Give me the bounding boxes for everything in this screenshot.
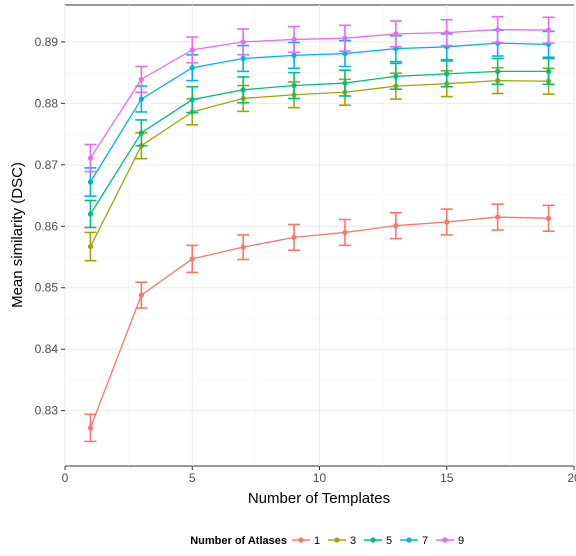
x-axis-title: Number of Templates (248, 490, 390, 507)
series-layer (84, 15, 555, 443)
y-tick-label: 0.87 (35, 158, 59, 172)
data-point (342, 229, 348, 236)
legend-item-5: 5 (364, 535, 392, 547)
data-point (240, 55, 246, 62)
data-point (291, 36, 297, 43)
data-point (291, 234, 297, 240)
data-point (87, 179, 94, 185)
series-9 (84, 15, 555, 173)
data-point (393, 223, 399, 229)
data-point (444, 30, 450, 36)
y-tick-label: 0.88 (35, 96, 59, 110)
legend-label: 7 (422, 535, 428, 547)
legend-key-point (370, 537, 376, 543)
legend-key-point (442, 537, 448, 543)
series-line (89, 79, 549, 247)
y-tick-label: 0.84 (35, 342, 59, 356)
data-point (495, 68, 501, 74)
data-point (138, 130, 144, 136)
data-point (342, 80, 348, 86)
series-5 (84, 57, 555, 229)
y-tick-label: 0.86 (35, 219, 59, 233)
data-point (495, 26, 501, 33)
x-axis: 0 5 10 15 20 (62, 466, 576, 485)
data-point (545, 27, 552, 33)
data-point (240, 39, 246, 45)
legend-label: 9 (458, 535, 464, 547)
legend-key-point (298, 537, 304, 543)
data-point (240, 87, 246, 93)
data-point (138, 96, 144, 102)
y-tick-label: 0.85 (35, 281, 59, 295)
legend-item-9: 9 (436, 535, 464, 547)
data-point (291, 82, 297, 89)
series-1 (84, 203, 555, 443)
data-point (291, 52, 297, 59)
x-tick-label: 5 (189, 471, 196, 485)
data-point (444, 219, 450, 225)
series-line (89, 28, 549, 159)
data-point (393, 73, 399, 79)
data-point (138, 76, 144, 82)
data-point (342, 35, 348, 41)
data-point (545, 68, 552, 74)
legend-title: Number of Atlases (190, 535, 287, 547)
data-point (444, 71, 450, 77)
legend-item-7: 7 (400, 535, 428, 547)
data-point (87, 243, 94, 250)
data-point (189, 256, 195, 262)
data-point (189, 97, 195, 103)
data-point (87, 425, 94, 431)
legend-key-point (334, 537, 340, 543)
legend-label: 5 (386, 535, 392, 547)
data-point (240, 244, 246, 250)
data-point (87, 155, 94, 161)
data-point (393, 31, 399, 37)
x-tick-label: 20 (567, 471, 576, 485)
data-point (87, 211, 94, 217)
x-tick-label: 15 (440, 471, 454, 485)
data-point (545, 215, 552, 221)
x-tick-label: 10 (313, 471, 327, 485)
legend-key-point (406, 537, 412, 543)
legend-item-1: 1 (292, 535, 320, 547)
legend: Number of Atlases 1 3 5 7 9 (190, 535, 464, 547)
series-line (89, 42, 549, 183)
legend-label: 1 (314, 535, 320, 547)
x-tick-label: 0 (62, 471, 69, 485)
series-line (89, 216, 549, 429)
y-axis: 0.83 0.84 0.85 0.86 0.87 0.88 0.89 (35, 35, 65, 418)
data-point (342, 50, 348, 57)
y-tick-label: 0.89 (35, 35, 59, 49)
legend-label: 3 (350, 535, 356, 547)
data-point (189, 65, 195, 71)
data-point (138, 292, 144, 298)
y-axis-title: Mean similarity (DSC) (9, 162, 26, 308)
data-point (495, 214, 501, 220)
legend-item-3: 3 (328, 535, 356, 547)
series-line (89, 70, 549, 215)
data-point (189, 47, 195, 53)
y-tick-label: 0.83 (35, 404, 59, 418)
